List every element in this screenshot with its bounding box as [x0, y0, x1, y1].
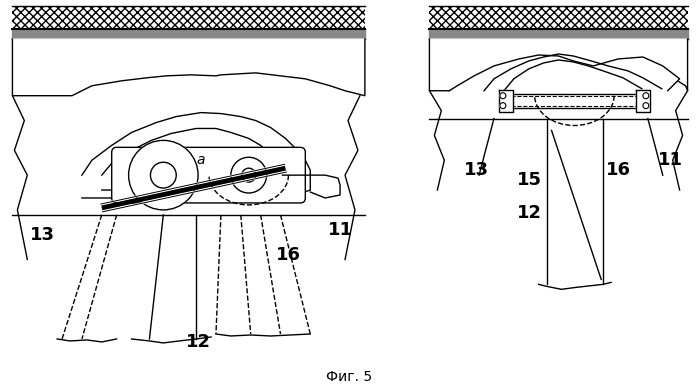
FancyBboxPatch shape [112, 147, 305, 203]
Polygon shape [82, 112, 310, 198]
Polygon shape [429, 39, 688, 91]
Circle shape [500, 103, 506, 109]
Circle shape [129, 140, 198, 210]
Polygon shape [102, 128, 278, 190]
Polygon shape [449, 55, 679, 91]
Circle shape [643, 93, 649, 99]
Polygon shape [499, 90, 513, 112]
Polygon shape [13, 39, 365, 96]
Circle shape [643, 103, 649, 109]
Text: Фиг. 5: Фиг. 5 [326, 370, 372, 384]
Circle shape [500, 93, 506, 99]
Text: 12: 12 [517, 204, 542, 222]
Text: 13: 13 [30, 226, 55, 244]
Text: 11: 11 [328, 221, 353, 239]
Text: 15: 15 [517, 171, 542, 189]
Text: 11: 11 [658, 151, 683, 169]
Bar [429, 6, 688, 29]
Circle shape [231, 157, 266, 193]
Text: 13: 13 [464, 161, 489, 179]
Bar [13, 6, 365, 29]
Text: a: a [196, 153, 205, 167]
Text: 16: 16 [275, 245, 301, 263]
Polygon shape [636, 90, 650, 112]
Text: 16: 16 [606, 161, 631, 179]
Text: 12: 12 [186, 333, 211, 351]
